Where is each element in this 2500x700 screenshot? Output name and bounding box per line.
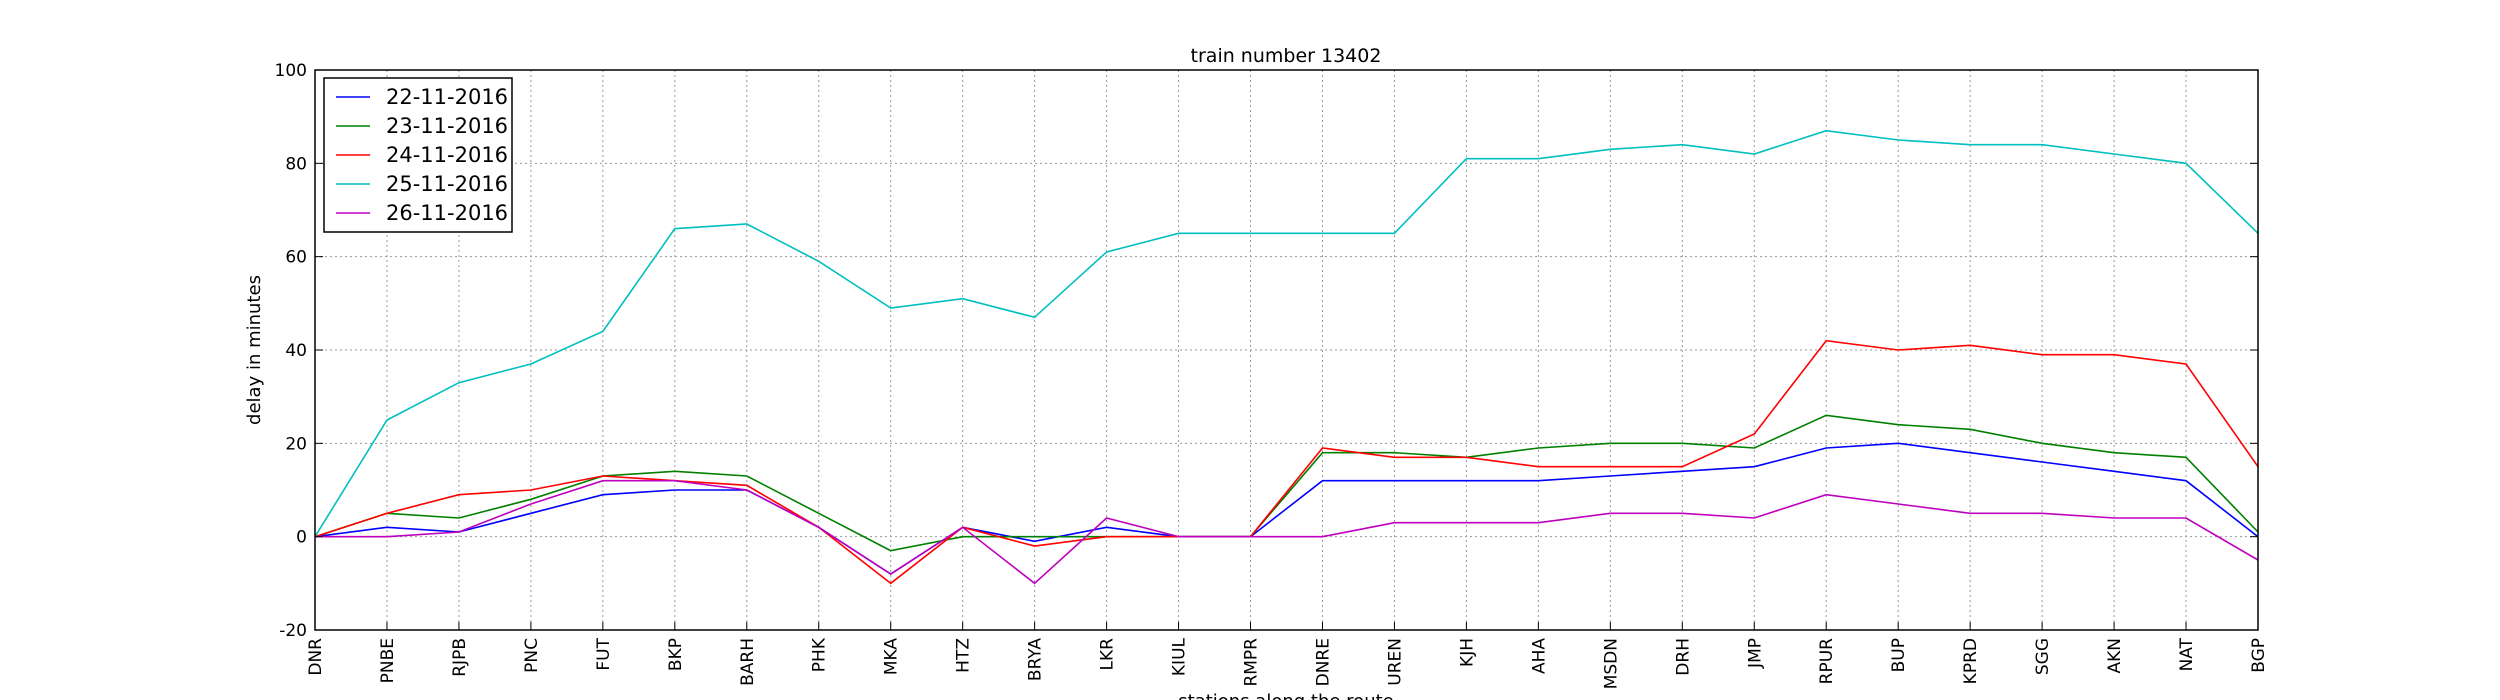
legend-label: 25-11-2016 bbox=[386, 172, 508, 196]
x-tick-label: DRH bbox=[1673, 638, 1693, 676]
y-tick-label: 20 bbox=[285, 434, 307, 454]
series-line-24-11-2016 bbox=[314, 339, 2259, 585]
series-line-22-11-2016 bbox=[314, 442, 2259, 575]
legend-label: 26-11-2016 bbox=[386, 201, 508, 225]
y-ticks: -20 0 20 40 60 80 100 bbox=[275, 61, 2258, 641]
x-tick-label: FUT bbox=[594, 637, 614, 670]
x-ticks: DNR PNBE RJPB PNC FUT BKP BARH PHK MKA HTZ BRYA LKR… bbox=[306, 622, 2269, 689]
x-tick-label: LKR bbox=[1098, 638, 1118, 671]
x-tick-label: PNBE bbox=[378, 638, 398, 683]
x-tick-label: NAT bbox=[2177, 637, 2197, 671]
x-tick-label: BUP bbox=[1889, 638, 1909, 672]
series-layer bbox=[314, 129, 2259, 585]
x-tick-label: BGP bbox=[2249, 638, 2269, 673]
y-tick-label: 40 bbox=[285, 341, 307, 361]
x-tick-label: UREN bbox=[1385, 638, 1405, 686]
x-tick-label: BRYA bbox=[1026, 638, 1046, 681]
x-tick-label: RMPR bbox=[1242, 638, 1262, 687]
x-tick-label: HTZ bbox=[954, 638, 974, 673]
x-tick-label: RPUR bbox=[1817, 638, 1837, 685]
y-tick-label: 100 bbox=[275, 61, 307, 81]
x-tick-label: MSDN bbox=[1601, 638, 1621, 689]
y-axis-label: delay in minutes bbox=[244, 275, 265, 425]
legend-label: 24-11-2016 bbox=[386, 143, 508, 167]
series-line-26-11-2016 bbox=[315, 479, 2259, 585]
x-tick-label: AKN bbox=[2105, 638, 2125, 674]
x-tick-label: PNC bbox=[522, 638, 542, 673]
x-tick-label: DNR bbox=[306, 638, 326, 676]
x-tick-label: KPRD bbox=[1961, 638, 1981, 684]
chart-title: train number 13402 bbox=[1191, 45, 1382, 67]
x-axis-label: stations along the route bbox=[1178, 691, 1393, 700]
x-tick-label: PHK bbox=[810, 637, 830, 672]
legend: 22-11-2016 23-11-2016 24-11-2016 25-11-2016… bbox=[323, 77, 513, 233]
legend-label: 23-11-2016 bbox=[386, 114, 508, 138]
x-tick-label: AHA bbox=[1529, 638, 1549, 674]
x-tick-label: KJH bbox=[1457, 638, 1477, 667]
x-tick-label: RJPB bbox=[450, 638, 470, 677]
y-tick-label: -20 bbox=[279, 621, 307, 641]
y-tick-label: 80 bbox=[285, 154, 307, 174]
y-tick-label: 0 bbox=[296, 528, 307, 548]
series-line-23-11-2016 bbox=[314, 414, 2259, 552]
x-tick-label: KIUL bbox=[1170, 637, 1190, 676]
x-tick-label: BARH bbox=[738, 638, 758, 686]
x-tick-label: JMP bbox=[1745, 638, 1765, 669]
x-tick-label: SGG bbox=[2033, 638, 2053, 675]
grid-layer bbox=[314, 69, 2259, 631]
x-tick-label: BKP bbox=[666, 638, 686, 671]
legend-label: 22-11-2016 bbox=[386, 85, 508, 109]
x-tick-label: MKA bbox=[882, 638, 902, 676]
x-tick-label: DNRE bbox=[1313, 638, 1333, 686]
series-line-25-11-2016 bbox=[314, 129, 2259, 538]
y-tick-label: 60 bbox=[285, 248, 307, 268]
